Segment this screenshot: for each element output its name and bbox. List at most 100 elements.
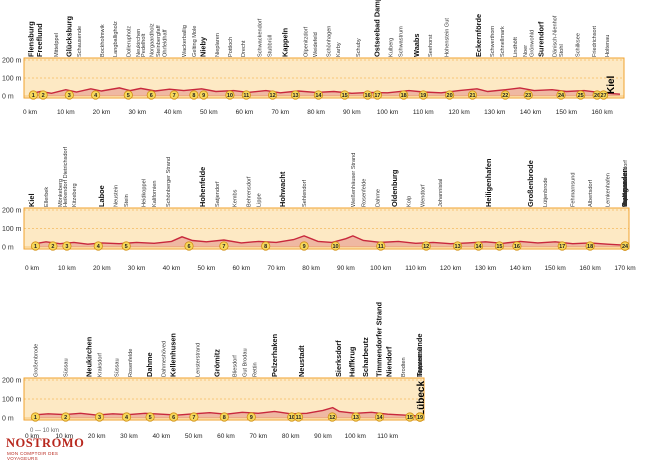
place-label: Kitzeberg	[72, 183, 78, 207]
place-label: Sierksdorf	[334, 340, 343, 377]
place-label: Ellerbek	[44, 187, 50, 207]
stage-number: 26	[594, 93, 600, 99]
place-label: Mittelppel	[54, 33, 60, 57]
stage-marker	[444, 90, 455, 100]
stage-marker	[146, 90, 156, 100]
place-label: Schausende	[77, 26, 83, 57]
stage-number: 17	[559, 244, 565, 250]
x-tick-label: 100 km	[345, 433, 366, 440]
place-label: Wackerballig	[182, 25, 188, 57]
place-label: Fehmarnsund	[623, 172, 629, 207]
place-label: Schilksee	[575, 33, 581, 57]
stage-marker	[598, 90, 609, 100]
y-tick-label: 0 m	[2, 416, 14, 423]
x-tick-label: 60 km	[232, 265, 250, 272]
place-label: Heiligenhafen	[484, 158, 493, 207]
place-label: Scharbeutz	[361, 337, 370, 377]
stage-number: 13	[455, 244, 461, 250]
stage-marker	[620, 241, 630, 251]
x-tick-label: 50 km	[200, 109, 218, 116]
stage-marker	[145, 412, 155, 422]
place-label: Orth	[623, 196, 629, 207]
place-label: Nieby	[199, 36, 208, 57]
stage-marker	[30, 412, 41, 422]
place-label: Weidefeld	[313, 32, 319, 57]
stage-marker	[330, 241, 341, 251]
stage-number: 27	[601, 93, 607, 99]
place-label: Dahme	[375, 189, 381, 207]
x-tick-label: 40 km	[164, 109, 182, 116]
stage-number: 10	[289, 415, 295, 421]
stage-marker	[327, 412, 337, 422]
stage-number: 14	[315, 93, 322, 99]
x-tick-label: 60 km	[217, 433, 235, 440]
x-tick-label: 80 km	[307, 109, 325, 116]
place-label: Surendorf	[536, 21, 545, 57]
stage-number: 8	[264, 244, 267, 250]
x-tick-label: 100 km	[377, 109, 398, 116]
stage-marker	[61, 412, 71, 422]
place-label: Schwerthom	[490, 26, 496, 57]
x-tick-label: 90 km	[337, 265, 355, 272]
place-label: Sehlendorf	[302, 179, 308, 207]
place-label: Behrensdorf	[246, 176, 252, 207]
stage-marker	[500, 90, 510, 100]
stage-number: 19	[420, 93, 426, 99]
stage-marker	[28, 90, 38, 100]
stage-number: 14	[475, 244, 482, 250]
place-label: Freeflund	[35, 23, 44, 57]
place-label: Ostseebad Damp	[372, 0, 381, 57]
place-label: Lindhöft	[513, 37, 519, 57]
place-label: Pottloch	[228, 37, 234, 57]
place-label: Pelzerhaken	[270, 333, 279, 377]
place-label: Schönberger Strand	[166, 157, 172, 207]
place-label: Rettin	[253, 362, 259, 377]
stage-number: 25	[578, 93, 584, 99]
stage-marker	[48, 241, 58, 251]
stage-number: 7	[192, 415, 195, 421]
place-label: Kiel	[27, 193, 36, 207]
stage-marker	[169, 412, 179, 422]
stage-number: 3	[65, 244, 68, 250]
place-label: Waabs	[412, 33, 421, 57]
stage-marker	[219, 412, 229, 422]
end-city-label: Kiel	[606, 75, 617, 94]
place-label: Karby	[336, 42, 342, 57]
profile-line	[29, 87, 621, 95]
place-label: Sulsdorf	[623, 186, 629, 207]
place-label: Kraksdorf	[98, 353, 104, 377]
place-label: Lensterstrand	[195, 343, 201, 377]
stage-number: 20	[447, 93, 453, 99]
place-label: Klausdorf	[623, 183, 629, 207]
x-tick-label: 100 km	[370, 265, 391, 272]
place-label: Puttgarden	[620, 168, 629, 207]
place-label: Eckernförde	[474, 14, 483, 57]
place-label: Rosenfelde	[128, 349, 134, 377]
stage-marker	[376, 241, 386, 251]
stage-number: 17	[374, 93, 380, 99]
stage-marker	[121, 412, 132, 422]
x-tick-label: 90 km	[343, 109, 361, 116]
brand-name: NOSTROMO	[6, 436, 85, 450]
stage-number: 10	[227, 93, 233, 99]
place-label: Großenbrode	[33, 344, 39, 377]
stage-marker	[557, 241, 567, 251]
stage-number: 5	[127, 93, 130, 99]
stage-marker	[556, 90, 566, 100]
place-label: Timmendorfer Strand	[375, 302, 384, 377]
place-label: Dahmeshöved	[162, 341, 168, 377]
place-label: Holtenau	[605, 35, 611, 57]
place-label: Hohwacht	[278, 171, 287, 207]
place-label: Kulberg	[389, 38, 395, 57]
place-label: Pedelholt	[141, 33, 147, 57]
end-city-label: Lübeck	[416, 381, 427, 416]
stage-marker	[184, 241, 194, 251]
place-label: Lippe	[257, 193, 263, 207]
stage-marker	[399, 90, 409, 100]
stage-marker	[576, 90, 586, 100]
x-tick-label: 150 km	[556, 109, 577, 116]
place-label: Vitzdorf	[623, 188, 629, 207]
brand-tagline: MON COMPTOIR DES VOYAGEURS	[7, 451, 59, 461]
place-label: Olpenitzdorf	[303, 26, 309, 57]
stage-number: 15	[342, 93, 348, 99]
